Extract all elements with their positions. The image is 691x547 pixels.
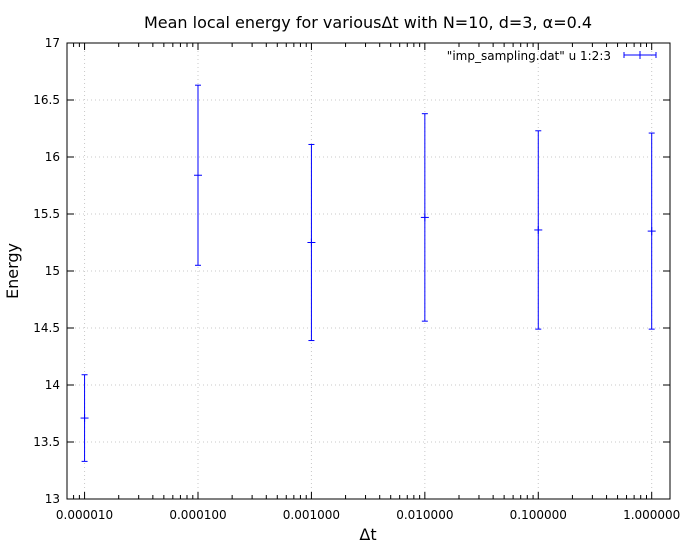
y-tick-label: 16 [45, 150, 60, 164]
y-tick-label: 15.5 [33, 207, 60, 221]
data-series [80, 84, 656, 462]
legend-entry-swatch [623, 51, 657, 59]
y-tick-label: 14 [45, 378, 60, 392]
x-tick-label: 0.010000 [396, 508, 453, 522]
legend-entry-label: "imp_sampling.dat" u 1:2:3 [447, 49, 611, 63]
y-tick-label: 13 [45, 492, 60, 506]
chart-title: Mean local energy for variousΔt with N=1… [144, 13, 592, 32]
x-axis-ticks [66, 43, 653, 499]
data-point [534, 130, 543, 330]
y-tick-label: 13.5 [33, 435, 60, 449]
y-axis-ticks [67, 42, 670, 500]
y-axis-tick-labels: 13 13.5 14 14.5 15 15.5 16 16.5 17 [33, 36, 60, 506]
data-point [647, 132, 656, 330]
x-axis-label: Δt [359, 525, 376, 543]
y-tick-label: 15 [45, 264, 60, 278]
y-tick-label: 17 [45, 36, 60, 50]
data-point [307, 143, 316, 342]
x-tick-label: 0.001000 [283, 508, 340, 522]
y-tick-label: 16.5 [33, 93, 60, 107]
y-axis-label: Energy [3, 243, 22, 299]
grid-lines [67, 43, 670, 499]
x-tick-label: 0.100000 [510, 508, 567, 522]
x-tick-label: 1.000000 [623, 508, 680, 522]
data-point [80, 374, 89, 462]
data-point [420, 113, 429, 322]
x-tick-label: 0.000010 [56, 508, 113, 522]
data-point [193, 84, 202, 266]
x-tick-label: 0.000100 [169, 508, 226, 522]
x-axis-tick-labels: 0.000010 0.000100 0.001000 0.010000 0.100000… [56, 508, 680, 522]
legend: "imp_sampling.dat" u 1:2:3 [447, 49, 657, 63]
y-tick-label: 14.5 [33, 321, 60, 335]
